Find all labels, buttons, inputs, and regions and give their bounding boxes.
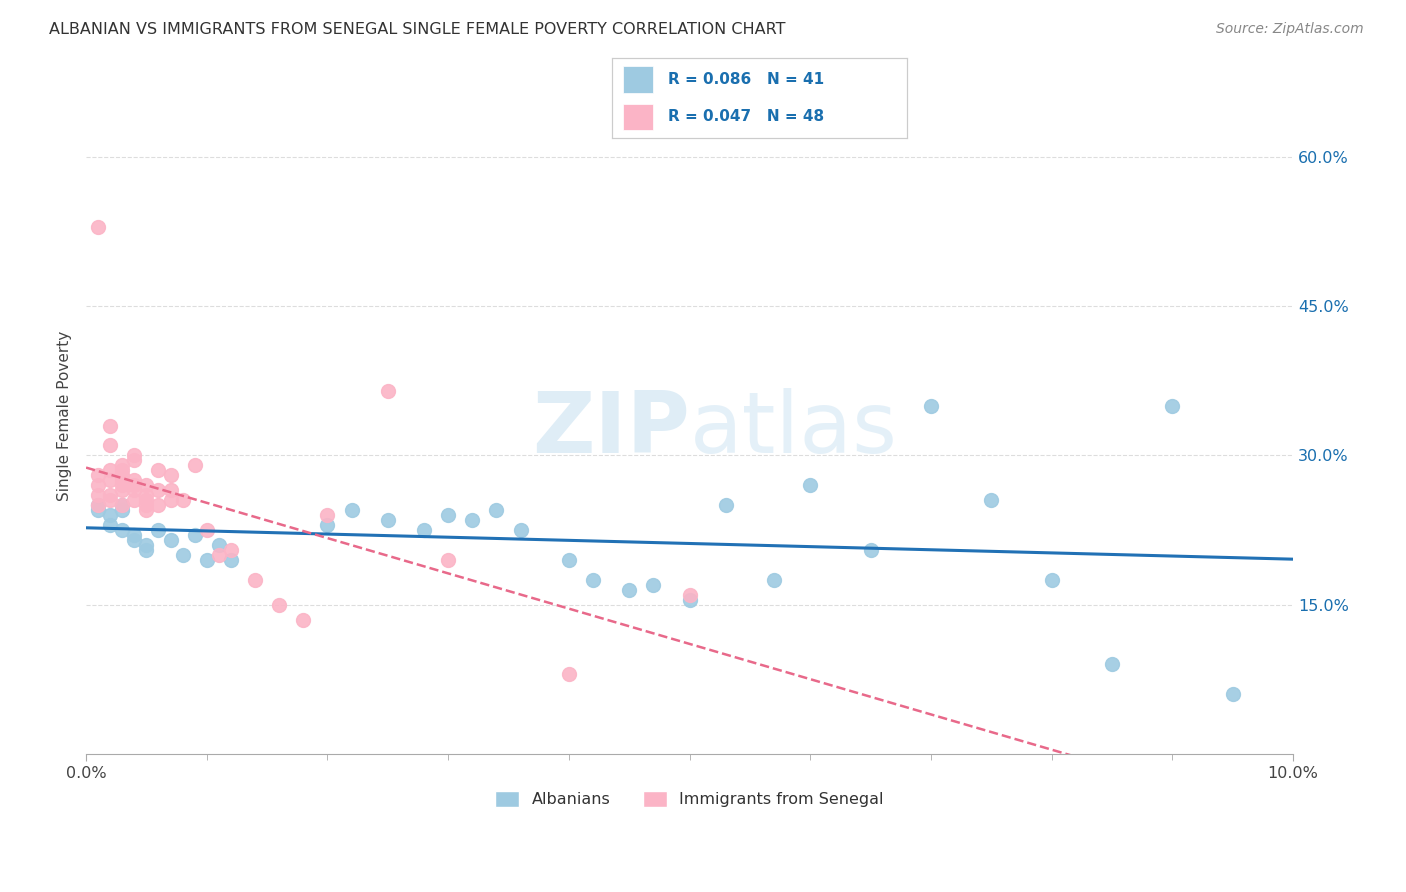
- Point: [195, 553, 218, 567]
- Point: [135, 493, 157, 508]
- Point: [111, 473, 134, 487]
- Point: [582, 573, 605, 587]
- Point: [135, 498, 157, 512]
- Point: [98, 418, 121, 433]
- Point: [316, 518, 339, 533]
- Point: [159, 483, 181, 498]
- Point: [124, 533, 146, 547]
- Point: [208, 548, 231, 562]
- Point: [714, 498, 737, 512]
- Point: [111, 478, 134, 492]
- Point: [219, 543, 242, 558]
- Point: [183, 528, 205, 542]
- Legend: Albanians, Immigrants from Senegal: Albanians, Immigrants from Senegal: [489, 784, 890, 814]
- Point: [87, 488, 110, 502]
- Point: [208, 538, 231, 552]
- Point: [558, 553, 581, 567]
- Point: [461, 513, 484, 527]
- Point: [135, 488, 157, 502]
- Point: [980, 493, 1002, 508]
- Point: [124, 528, 146, 542]
- Point: [619, 582, 641, 597]
- Point: [558, 667, 581, 681]
- Text: Source: ZipAtlas.com: Source: ZipAtlas.com: [1216, 22, 1364, 37]
- Point: [111, 483, 134, 498]
- Point: [183, 458, 205, 473]
- Point: [124, 478, 146, 492]
- Point: [159, 533, 181, 547]
- Point: [135, 503, 157, 517]
- Point: [124, 483, 146, 498]
- Point: [98, 493, 121, 508]
- Point: [920, 399, 942, 413]
- Point: [111, 458, 134, 473]
- Point: [124, 473, 146, 487]
- Point: [340, 503, 363, 517]
- Point: [87, 468, 110, 483]
- Point: [377, 513, 399, 527]
- Point: [135, 543, 157, 558]
- Point: [124, 449, 146, 463]
- Point: [159, 468, 181, 483]
- Point: [98, 463, 121, 477]
- Point: [799, 478, 821, 492]
- Point: [111, 463, 134, 477]
- Point: [1101, 657, 1123, 672]
- Point: [1222, 687, 1244, 701]
- Text: R = 0.086   N = 41: R = 0.086 N = 41: [668, 71, 824, 87]
- Point: [135, 538, 157, 552]
- Point: [148, 523, 170, 537]
- Point: [111, 523, 134, 537]
- Point: [316, 508, 339, 522]
- Point: [159, 493, 181, 508]
- Point: [87, 219, 110, 234]
- Point: [437, 508, 460, 522]
- Point: [98, 438, 121, 452]
- Point: [1161, 399, 1184, 413]
- Point: [678, 592, 700, 607]
- Point: [413, 523, 436, 537]
- Point: [678, 588, 700, 602]
- FancyBboxPatch shape: [623, 103, 652, 130]
- Point: [859, 543, 882, 558]
- Text: ALBANIAN VS IMMIGRANTS FROM SENEGAL SINGLE FEMALE POVERTY CORRELATION CHART: ALBANIAN VS IMMIGRANTS FROM SENEGAL SING…: [49, 22, 786, 37]
- Point: [172, 493, 194, 508]
- FancyBboxPatch shape: [623, 66, 652, 93]
- Point: [98, 518, 121, 533]
- Point: [98, 473, 121, 487]
- Point: [195, 523, 218, 537]
- Point: [148, 463, 170, 477]
- Point: [377, 384, 399, 398]
- Point: [763, 573, 786, 587]
- Point: [87, 503, 110, 517]
- Point: [292, 613, 315, 627]
- Point: [243, 573, 266, 587]
- Point: [124, 493, 146, 508]
- Point: [437, 553, 460, 567]
- Point: [1040, 573, 1063, 587]
- Point: [269, 598, 291, 612]
- Point: [87, 498, 110, 512]
- Point: [87, 478, 110, 492]
- Point: [98, 488, 121, 502]
- Point: [124, 453, 146, 467]
- Point: [135, 478, 157, 492]
- Point: [148, 483, 170, 498]
- Y-axis label: Single Female Poverty: Single Female Poverty: [58, 331, 72, 500]
- Text: ZIP: ZIP: [531, 388, 689, 471]
- Text: atlas: atlas: [689, 388, 897, 471]
- Text: R = 0.047   N = 48: R = 0.047 N = 48: [668, 110, 824, 125]
- Point: [111, 468, 134, 483]
- Point: [643, 578, 665, 592]
- Point: [148, 498, 170, 512]
- Point: [485, 503, 508, 517]
- Point: [98, 508, 121, 522]
- Point: [111, 498, 134, 512]
- Point: [509, 523, 531, 537]
- Point: [219, 553, 242, 567]
- Point: [87, 498, 110, 512]
- Point: [172, 548, 194, 562]
- Point: [111, 503, 134, 517]
- Point: [111, 498, 134, 512]
